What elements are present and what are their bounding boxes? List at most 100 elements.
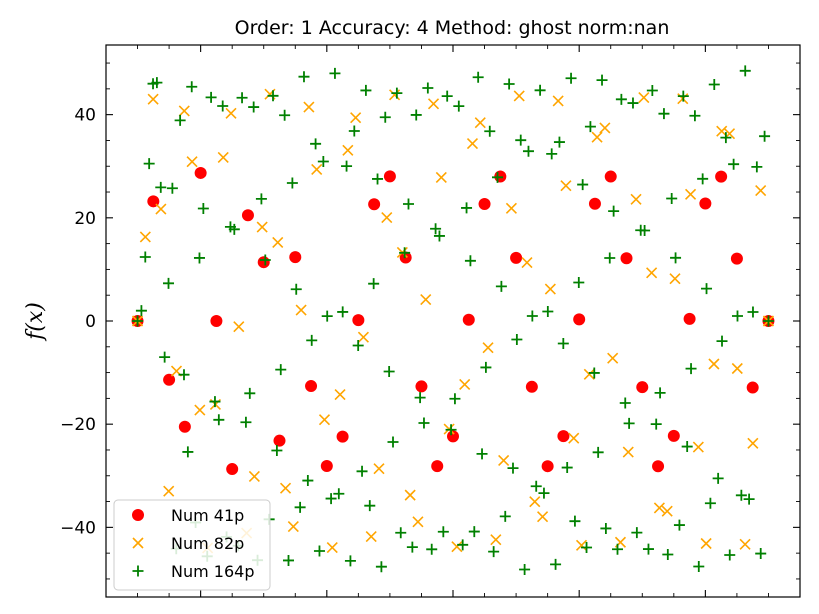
data-point	[205, 91, 217, 103]
data-point	[255, 193, 267, 205]
data-point	[511, 334, 523, 346]
data-point	[272, 236, 284, 249]
data-point	[348, 125, 360, 137]
data-point	[178, 105, 190, 117]
data-point	[716, 335, 728, 347]
data-point	[526, 310, 538, 322]
data-point	[259, 254, 271, 266]
data-point	[476, 448, 488, 460]
data-point	[197, 202, 209, 214]
data-point	[541, 460, 554, 473]
data-point	[581, 541, 593, 553]
data-point	[193, 252, 205, 264]
data-point	[461, 202, 473, 214]
data-point	[689, 110, 701, 122]
data-point	[724, 549, 736, 561]
data-point	[661, 505, 673, 517]
data-point	[364, 500, 376, 512]
data-point	[447, 430, 459, 443]
data-point	[289, 251, 302, 264]
data-point	[762, 315, 774, 327]
data-point	[505, 202, 517, 214]
data-point	[217, 100, 229, 112]
data-point	[166, 182, 178, 194]
data-point	[623, 417, 635, 429]
data-point	[303, 101, 315, 113]
data-point	[279, 482, 292, 494]
data-point	[542, 305, 554, 317]
data-point	[588, 367, 600, 379]
data-point	[708, 358, 720, 370]
y-tick-label: −40	[60, 518, 96, 538]
data-point	[441, 90, 453, 102]
data-point	[217, 151, 229, 164]
data-point	[607, 352, 619, 364]
data-point	[743, 493, 755, 505]
data-point	[599, 122, 611, 134]
data-point	[503, 78, 515, 90]
data-point	[510, 251, 523, 264]
data-point	[569, 515, 581, 527]
data-point	[484, 125, 496, 137]
data-point	[311, 163, 323, 175]
data-point	[488, 546, 500, 558]
data-point	[325, 493, 337, 505]
data-point	[368, 278, 380, 290]
data-point	[279, 109, 291, 121]
data-point	[410, 109, 422, 121]
data-point	[592, 446, 604, 458]
y-axis-label: f(x)	[23, 302, 48, 342]
axes: −40 −20 0 20 40	[60, 44, 801, 598]
data-point	[391, 87, 403, 99]
data-point	[437, 526, 449, 538]
data-point	[333, 488, 345, 500]
data-point	[368, 198, 381, 211]
data-point	[389, 89, 401, 101]
data-point	[730, 252, 743, 265]
data-point	[646, 84, 658, 96]
data-point	[699, 197, 712, 210]
data-point	[513, 90, 525, 102]
data-point	[233, 321, 245, 333]
data-point	[420, 293, 432, 306]
data-point	[282, 554, 294, 566]
data-point	[583, 368, 595, 380]
data-point	[236, 92, 248, 104]
chart-title: Order: 1 Accuracy: 4 Method: ghost norm:…	[235, 17, 670, 39]
data-point	[507, 462, 519, 474]
data-point	[350, 112, 362, 124]
data-point	[395, 527, 407, 539]
data-point	[654, 387, 666, 399]
legend-marker	[132, 509, 144, 521]
data-point	[306, 334, 318, 346]
data-point	[575, 539, 588, 551]
data-point	[731, 362, 743, 375]
data-point	[751, 161, 763, 173]
data-point	[492, 171, 504, 183]
data-point	[636, 381, 649, 394]
series-num-41p	[131, 166, 775, 476]
data-point	[174, 114, 186, 126]
data-point	[755, 184, 767, 197]
data-point	[620, 252, 633, 265]
data-point	[666, 192, 678, 204]
data-point	[466, 137, 479, 150]
data-point	[159, 351, 171, 363]
data-point	[373, 463, 385, 475]
data-point	[700, 537, 712, 550]
data-point	[712, 472, 724, 484]
data-point	[472, 71, 484, 83]
data-point	[194, 404, 206, 416]
data-point	[317, 156, 329, 168]
data-point	[226, 463, 239, 476]
data-point	[256, 221, 268, 233]
data-point	[653, 502, 665, 514]
data-point	[381, 212, 393, 224]
data-point	[615, 93, 627, 105]
data-point	[295, 304, 307, 316]
data-point	[692, 441, 704, 453]
y-tick-label: 40	[74, 106, 96, 126]
data-point	[544, 283, 556, 295]
data-point	[352, 340, 364, 352]
data-point	[521, 257, 533, 269]
